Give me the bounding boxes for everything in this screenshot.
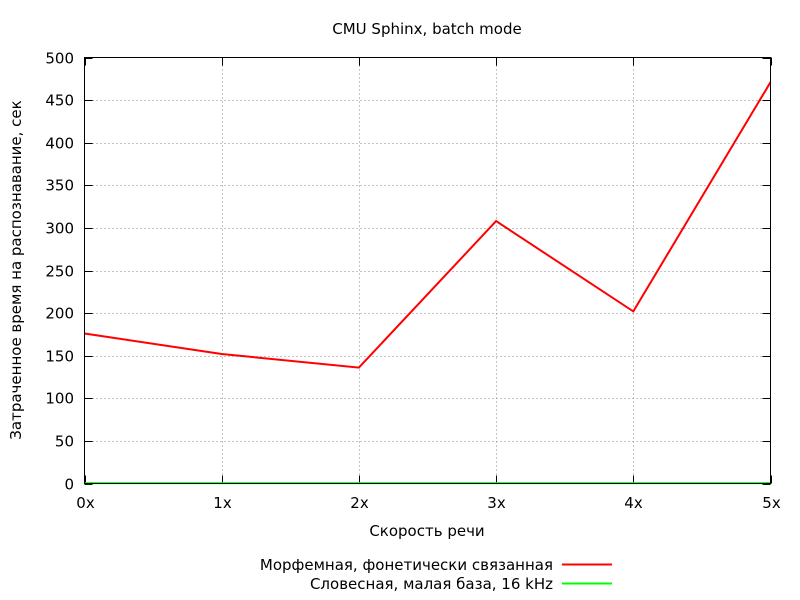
y-tick-label: 350 bbox=[45, 177, 74, 195]
y-tick-label: 50 bbox=[55, 433, 74, 451]
plot-frame bbox=[84, 57, 771, 484]
y-tick-label: 250 bbox=[45, 263, 74, 281]
y-tick-label: 0 bbox=[64, 476, 74, 494]
x-tick-label: 5x bbox=[762, 494, 781, 512]
x-tick-label: 3x bbox=[487, 494, 506, 512]
y-tick-label: 150 bbox=[45, 348, 74, 366]
x-tick-label: 0x bbox=[76, 494, 95, 512]
legend-label-0: Морфемная, фонетически связанная bbox=[260, 556, 553, 574]
y-tick-label: 450 bbox=[45, 92, 74, 110]
x-tick-label: 1x bbox=[213, 494, 232, 512]
series-line-0 bbox=[84, 81, 772, 369]
legend: Морфемная, фонетически связанная Словесн… bbox=[260, 556, 612, 593]
x-tick-label: 4x bbox=[624, 494, 643, 512]
y-tick-label: 200 bbox=[45, 305, 74, 323]
y-tick-label: 400 bbox=[45, 135, 74, 153]
grid-lines bbox=[84, 57, 771, 484]
x-axis-label: Скорость речи bbox=[369, 522, 484, 540]
legend-label-1: Словесная, малая база, 16 kHz bbox=[310, 575, 553, 593]
y-tick-label: 100 bbox=[45, 390, 74, 408]
x-tick-label: 2x bbox=[350, 494, 369, 512]
chart-title: CMU Sphinx, batch mode bbox=[332, 20, 521, 38]
y-axis-label: Затраченное время на распознавание, сек bbox=[7, 100, 25, 439]
y-tick-label: 300 bbox=[45, 220, 74, 238]
x-axis-ticks: 0x 1x 2x 3x 4x 5x bbox=[76, 57, 781, 512]
y-tick-label: 500 bbox=[45, 50, 74, 68]
y-axis-ticks: 0 50 100 150 200 250 300 350 400 450 500 bbox=[45, 50, 771, 494]
